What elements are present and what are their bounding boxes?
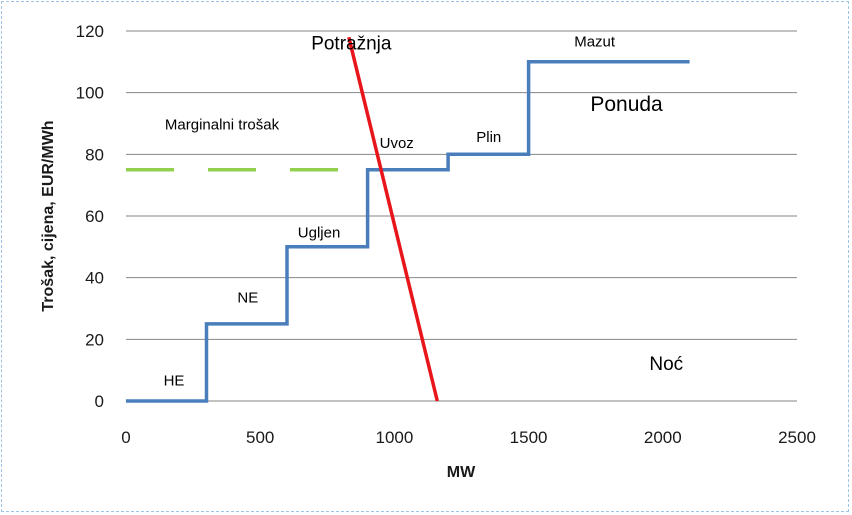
y-tick-label: 20 xyxy=(85,330,104,349)
x-tick-label: 0 xyxy=(121,428,130,447)
y-axis-title: Trošak, cijena, EUR/MWh xyxy=(40,120,57,311)
y-tick-label: 80 xyxy=(85,145,104,164)
y-tick-label: 100 xyxy=(76,84,104,103)
x-tick-label: 500 xyxy=(246,428,274,447)
y-tick-label: 0 xyxy=(95,392,104,411)
y-tick-label: 60 xyxy=(85,207,104,226)
x-tick-label: 1000 xyxy=(375,428,413,447)
gridlines xyxy=(126,30,797,402)
annotation-marginalni-tro-ak: Marginalni trošak xyxy=(165,117,280,134)
annotation-ponuda: Ponuda xyxy=(590,93,663,116)
annotation-potra-nja: Potražnja xyxy=(311,34,392,55)
annotation-no-: Noć xyxy=(649,354,683,375)
series-potra-nja xyxy=(347,36,440,402)
annotation-uvoz: Uvoz xyxy=(380,135,414,152)
annotations: Potražnja Mazut Ponuda Marginalni trošak Uvo… xyxy=(164,33,684,389)
y-tick-label: 120 xyxy=(76,22,104,41)
annotation-he: HE xyxy=(164,373,185,390)
annotation-ne: NE xyxy=(237,289,258,306)
x-axis-title: MW xyxy=(447,464,476,481)
x-tick-label: 2000 xyxy=(644,428,682,447)
y-tick-label: 40 xyxy=(85,269,104,288)
annotation-mazut: Mazut xyxy=(574,33,616,50)
x-tick-label: 2500 xyxy=(778,428,816,447)
x-tick-labels: 0 500 1000 1500 2000 2500 xyxy=(121,428,816,447)
y-tick-labels: 0 20 40 60 80 100 120 xyxy=(76,22,104,411)
x-tick-label: 1500 xyxy=(510,428,548,447)
series-ponuda xyxy=(126,60,690,403)
series-lines xyxy=(126,36,690,403)
annotation-ugljen: Ugljen xyxy=(298,225,341,242)
annotation-plin: Plin xyxy=(476,129,501,146)
